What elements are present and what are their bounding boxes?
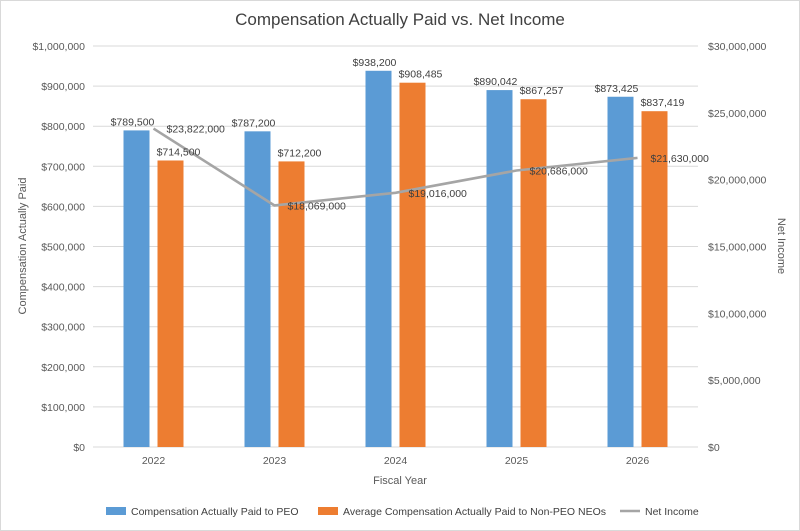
bar-data-label: $712,200 — [278, 147, 322, 159]
bar-data-label: $789,500 — [111, 116, 155, 128]
bar-data-label: $873,425 — [595, 83, 639, 95]
bar — [520, 99, 547, 447]
bar — [123, 130, 150, 447]
gridlines — [93, 45, 698, 448]
x-tick-label: 2022 — [142, 455, 166, 467]
y2-axis-title: Net Income — [775, 218, 787, 274]
bar-data-label: $714,500 — [157, 146, 201, 158]
y2-tick-label: $15,000,000 — [708, 242, 767, 254]
x-tick-label: 2023 — [263, 455, 287, 467]
y-axis-title: Compensation Actually Paid — [17, 178, 29, 315]
y-tick-label: $300,000 — [41, 322, 85, 334]
bar — [607, 96, 634, 447]
y2-tick-label: $5,000,000 — [708, 375, 761, 387]
y-tick-label: $700,000 — [41, 161, 85, 173]
x-tick-label: 2026 — [626, 455, 650, 467]
x-tick-label: 2025 — [505, 455, 529, 467]
line-data-label: $20,686,000 — [530, 165, 589, 177]
bar-data-label: $890,042 — [474, 76, 518, 88]
line-data-label: $19,016,000 — [409, 188, 468, 200]
bar — [157, 160, 184, 447]
legend-label: Compensation Actually Paid to PEO — [131, 506, 299, 518]
bar — [278, 161, 305, 447]
y2-tick-label: $0 — [708, 442, 720, 454]
y-tick-label: $500,000 — [41, 242, 85, 254]
bar — [641, 111, 668, 448]
y-tick-label: $0 — [73, 442, 85, 454]
bar — [365, 70, 392, 447]
bar-data-label: $837,419 — [641, 97, 685, 109]
bar-data-label: $867,257 — [520, 85, 564, 97]
y2-tick-label: $20,000,000 — [708, 175, 767, 187]
bars — [123, 70, 668, 448]
y-tick-label: $800,000 — [41, 121, 85, 133]
x-tick-label: 2024 — [384, 455, 408, 467]
legend-label: Average Compensation Actually Paid to No… — [343, 506, 606, 518]
bar — [244, 131, 271, 447]
y2-tick-label: $25,000,000 — [708, 108, 767, 120]
bar-data-label: $787,200 — [232, 117, 276, 129]
line-data-label: $18,069,000 — [288, 200, 347, 212]
line-data-label: $21,630,000 — [651, 153, 710, 165]
y-tick-label: $200,000 — [41, 362, 85, 374]
y-tick-label: $900,000 — [41, 81, 85, 93]
legend: Compensation Actually Paid to PEO Average… — [106, 506, 699, 518]
series-line — [152, 127, 638, 207]
y-tick-label: $600,000 — [41, 201, 85, 213]
y2-tick-label: $10,000,000 — [708, 308, 767, 320]
net-income-line — [152, 127, 638, 207]
legend-label: Net Income — [645, 506, 699, 518]
data-labels: $789,500 $787,200 $938,200 $890,042 $873,425… — [111, 57, 709, 213]
bar-data-label: $938,200 — [353, 57, 397, 69]
chart-title: Compensation Actually Paid vs. Net Incom… — [235, 10, 565, 29]
legend-swatch — [318, 507, 338, 515]
line-data-label: $23,822,000 — [167, 124, 226, 136]
y-tick-label: $1,000,000 — [32, 41, 85, 53]
bar — [399, 82, 426, 448]
axes: $0 $100,000 $200,000 $300,000 $400,000 $500,0… — [32, 41, 766, 467]
y-tick-label: $400,000 — [41, 282, 85, 294]
y-tick-label: $100,000 — [41, 402, 85, 414]
x-axis-title: Fiscal Year — [373, 475, 427, 487]
y2-tick-label: $30,000,000 — [708, 41, 767, 53]
legend-swatch — [106, 507, 126, 515]
bar-data-label: $908,485 — [399, 69, 443, 81]
bar — [486, 90, 513, 448]
